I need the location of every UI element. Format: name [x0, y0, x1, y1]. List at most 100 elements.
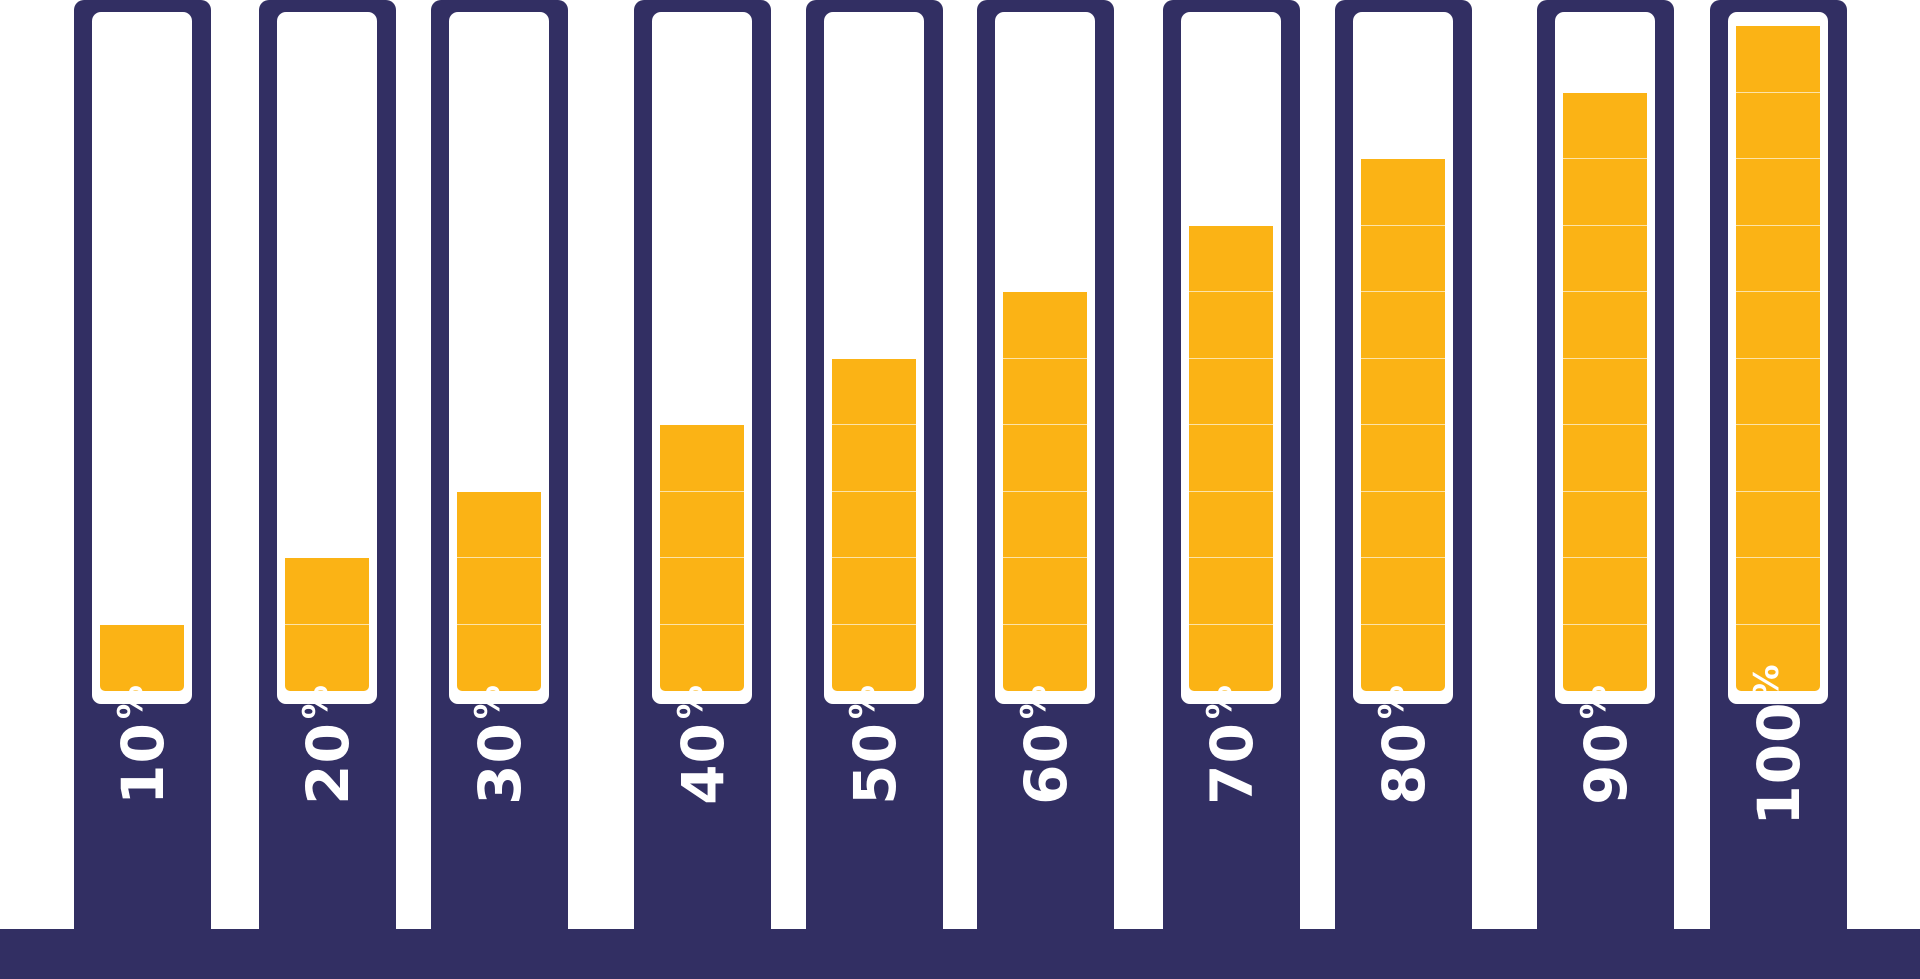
fill-segment: [1189, 624, 1273, 691]
fill-segment: [1189, 292, 1273, 359]
fill-segment: [1361, 558, 1445, 625]
level-bar-20: 20%: [259, 0, 396, 931]
fill-segment: [1563, 292, 1647, 359]
percent-sign: %: [1199, 685, 1240, 720]
fill-segment: [1563, 558, 1647, 625]
fill-segment: [1361, 491, 1445, 558]
fill-segment: [660, 491, 744, 558]
fill-segment: [1563, 624, 1647, 691]
percent-value: 40: [668, 722, 737, 805]
percent-sign: %: [110, 685, 151, 720]
base-strip: [0, 929, 1920, 979]
fill-segment: [832, 624, 916, 691]
fill-segment: [1563, 92, 1647, 159]
fill-segment: [285, 558, 369, 625]
percent-label: 50%: [840, 685, 909, 805]
percent-sign: %: [1371, 685, 1412, 720]
fill-segment: [832, 558, 916, 625]
fill-segment: [285, 624, 369, 691]
level-bar-track: [449, 12, 549, 704]
level-bar-80: 80%: [1335, 0, 1472, 931]
fill-segment: [1563, 225, 1647, 292]
level-bar-60: 60%: [977, 0, 1114, 931]
fill-segment: [1563, 358, 1647, 425]
fill-segment: [832, 358, 916, 425]
percent-label: 80%: [1369, 685, 1438, 805]
level-bar-track: [652, 12, 752, 704]
fill-segment: [1189, 225, 1273, 292]
fill-segment: [1361, 624, 1445, 691]
level-bar-70: 70%: [1163, 0, 1300, 931]
percent-value: 60: [1011, 722, 1080, 805]
percent-value: 100: [1744, 701, 1813, 826]
level-bar-30: 30%: [431, 0, 568, 931]
fill-segment: [1736, 558, 1820, 625]
fill-segment: [660, 558, 744, 625]
fill-segment: [1736, 92, 1820, 159]
percent-value: 90: [1571, 722, 1640, 805]
fill-segment: [1736, 358, 1820, 425]
fill-segment: [1003, 358, 1087, 425]
fill-segment: [660, 624, 744, 691]
percent-label: 60%: [1011, 685, 1080, 805]
level-bar-90: 90%: [1537, 0, 1674, 931]
percent-value: 70: [1197, 722, 1266, 805]
fill-segment: [660, 425, 744, 492]
fill-segment: [1003, 558, 1087, 625]
level-bar-track: [995, 12, 1095, 704]
fill-segment: [1003, 624, 1087, 691]
percent-value: 30: [465, 722, 534, 805]
percent-sign: %: [467, 685, 508, 720]
percent-value: 20: [293, 722, 362, 805]
fill-segment: [1003, 292, 1087, 359]
fill-segment: [1189, 558, 1273, 625]
fill-segment: [1189, 425, 1273, 492]
fill-segment: [100, 624, 184, 691]
level-bar-track: [1555, 12, 1655, 704]
percent-sign: %: [295, 685, 336, 720]
level-bar-track: [277, 12, 377, 704]
fill-segment: [1361, 292, 1445, 359]
level-bar-40: 40%: [634, 0, 771, 931]
fill-segment: [1736, 624, 1820, 691]
fill-segment: [1736, 26, 1820, 93]
percent-label: 90%: [1571, 685, 1640, 805]
fill-segment: [1736, 491, 1820, 558]
fill-segment: [1189, 358, 1273, 425]
fill-segment: [457, 558, 541, 625]
fill-segment: [1736, 292, 1820, 359]
level-bar-track: [824, 12, 924, 704]
fill-segment: [1736, 425, 1820, 492]
fill-segment: [832, 491, 916, 558]
fill-segment: [1736, 159, 1820, 226]
percent-sign: %: [670, 685, 711, 720]
level-bar-track: [1181, 12, 1281, 704]
percent-label: 20%: [293, 685, 362, 805]
percent-label: 10%: [109, 685, 177, 805]
fill-segment: [1003, 425, 1087, 492]
level-bar-100: 100%: [1710, 0, 1847, 931]
percent-sign: %: [1746, 664, 1787, 699]
fill-segment: [1563, 425, 1647, 492]
fill-segment: [1189, 491, 1273, 558]
percent-label: 70%: [1197, 685, 1266, 805]
fill-segment: [1003, 491, 1087, 558]
percent-sign: %: [1013, 685, 1054, 720]
level-bar-10: 10%: [74, 0, 211, 931]
fill-segment: [1563, 491, 1647, 558]
fill-segment: [457, 491, 541, 558]
fill-segment: [1361, 358, 1445, 425]
percent-value: 80: [1369, 722, 1438, 805]
level-bar-track: [1353, 12, 1453, 704]
percent-value: 50: [840, 722, 909, 805]
fill-segment: [1563, 159, 1647, 226]
fill-segment: [832, 425, 916, 492]
percent-sign: %: [842, 685, 883, 720]
fill-segment: [457, 624, 541, 691]
percent-label: 100%: [1744, 664, 1813, 826]
fill-segment: [1361, 425, 1445, 492]
level-bar-track: [1728, 12, 1828, 704]
level-bar-50: 50%: [806, 0, 943, 931]
percent-sign: %: [1573, 685, 1614, 720]
